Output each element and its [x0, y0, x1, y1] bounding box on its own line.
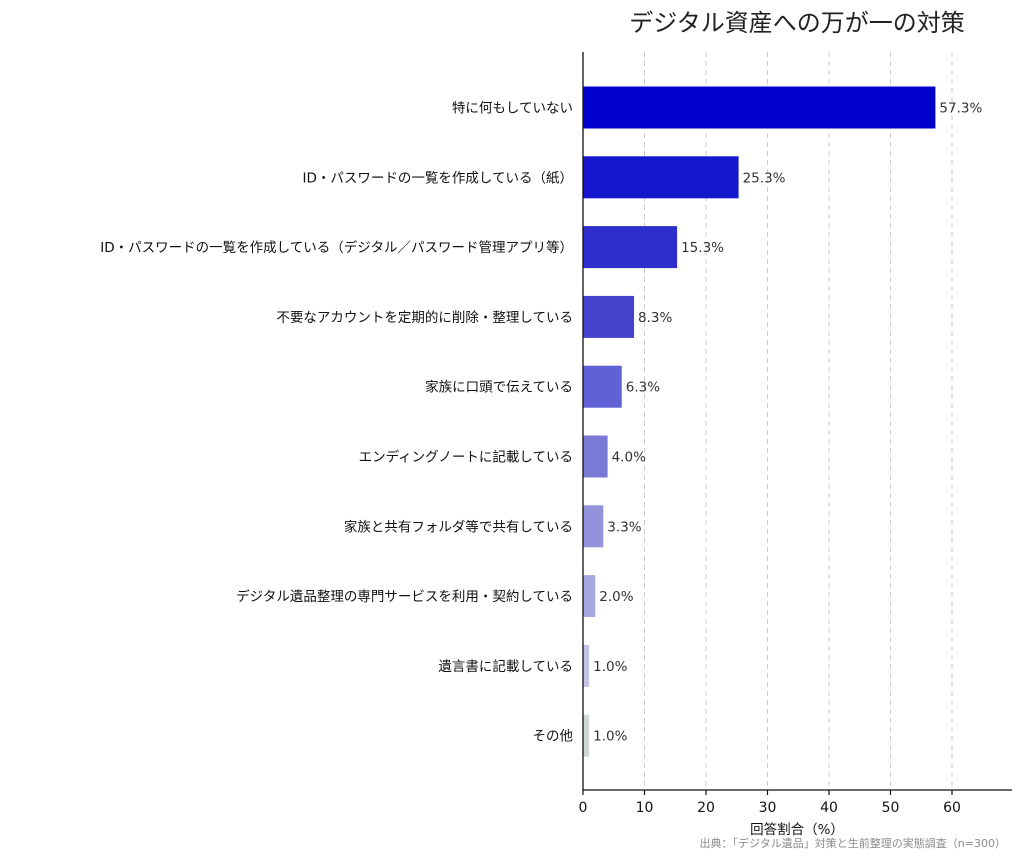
bar — [583, 505, 604, 548]
x-tick-label: 0 — [579, 800, 588, 816]
bars — [583, 86, 936, 757]
bar — [583, 295, 635, 338]
category-label: ID・パスワードの一覧を作成している（紙） — [303, 169, 573, 186]
bar — [583, 435, 608, 478]
bar — [583, 714, 590, 757]
x-tick-label: 60 — [943, 800, 961, 816]
data-label: 57.3% — [939, 101, 982, 117]
chart-title: デジタル資産への万が一の対策 — [629, 9, 965, 37]
data-label: 8.3% — [638, 310, 672, 326]
data-label: 25.3% — [743, 170, 786, 186]
category-label: 特に何もしていない — [452, 101, 573, 117]
x-tick-label: 20 — [697, 800, 715, 816]
data-label: 2.0% — [599, 589, 633, 605]
bar — [583, 156, 739, 199]
data-label: 1.0% — [593, 729, 627, 745]
data-label: 15.3% — [681, 240, 724, 256]
bar — [583, 86, 936, 129]
x-axis-ticks: 0 10 20 30 40 50 60 — [579, 790, 961, 816]
source-note: 出典：「デジタル遺品」対策と生前整理の実態調査（n=300） — [700, 836, 1006, 850]
category-label: 遺言書に記載している — [438, 658, 573, 675]
gridlines — [644, 52, 953, 790]
bar — [583, 365, 622, 408]
category-label: 不要なアカウントを定期的に削除・整理している — [276, 310, 573, 326]
category-label: エンディングノートに記載している — [359, 449, 573, 466]
category-label: ID・パスワードの一覧を作成している（デジタル／パスワード管理アプリ等） — [100, 239, 573, 256]
category-labels: 特に何もしていない ID・パスワードの一覧を作成している（紙） ID・パスワードの一… — [100, 101, 573, 745]
value-labels: 57.3% 25.3% 15.3% 8.3% 6.3% 4.0% 3.3% 2.0% 1.0% 1… — [593, 101, 982, 745]
category-label: デジタル遺品整理の専門サービスを利用・契約している — [236, 588, 573, 605]
data-label: 6.3% — [626, 380, 660, 396]
x-axis-label: 回答割合（%） — [750, 821, 844, 838]
category-label: その他 — [533, 729, 574, 745]
x-tick-label: 40 — [820, 800, 838, 816]
x-tick-label: 10 — [636, 800, 654, 816]
category-label: 家族と共有フォルダ等で共有している — [344, 518, 573, 535]
x-tick-label: 50 — [882, 800, 900, 816]
category-label: 家族に口頭で伝えている — [425, 379, 573, 396]
bar — [583, 644, 590, 687]
x-tick-label: 30 — [759, 800, 777, 816]
bar — [583, 575, 596, 618]
data-label: 3.3% — [607, 519, 641, 535]
data-label: 1.0% — [593, 659, 627, 675]
bar — [583, 226, 678, 269]
data-label: 4.0% — [612, 450, 646, 466]
